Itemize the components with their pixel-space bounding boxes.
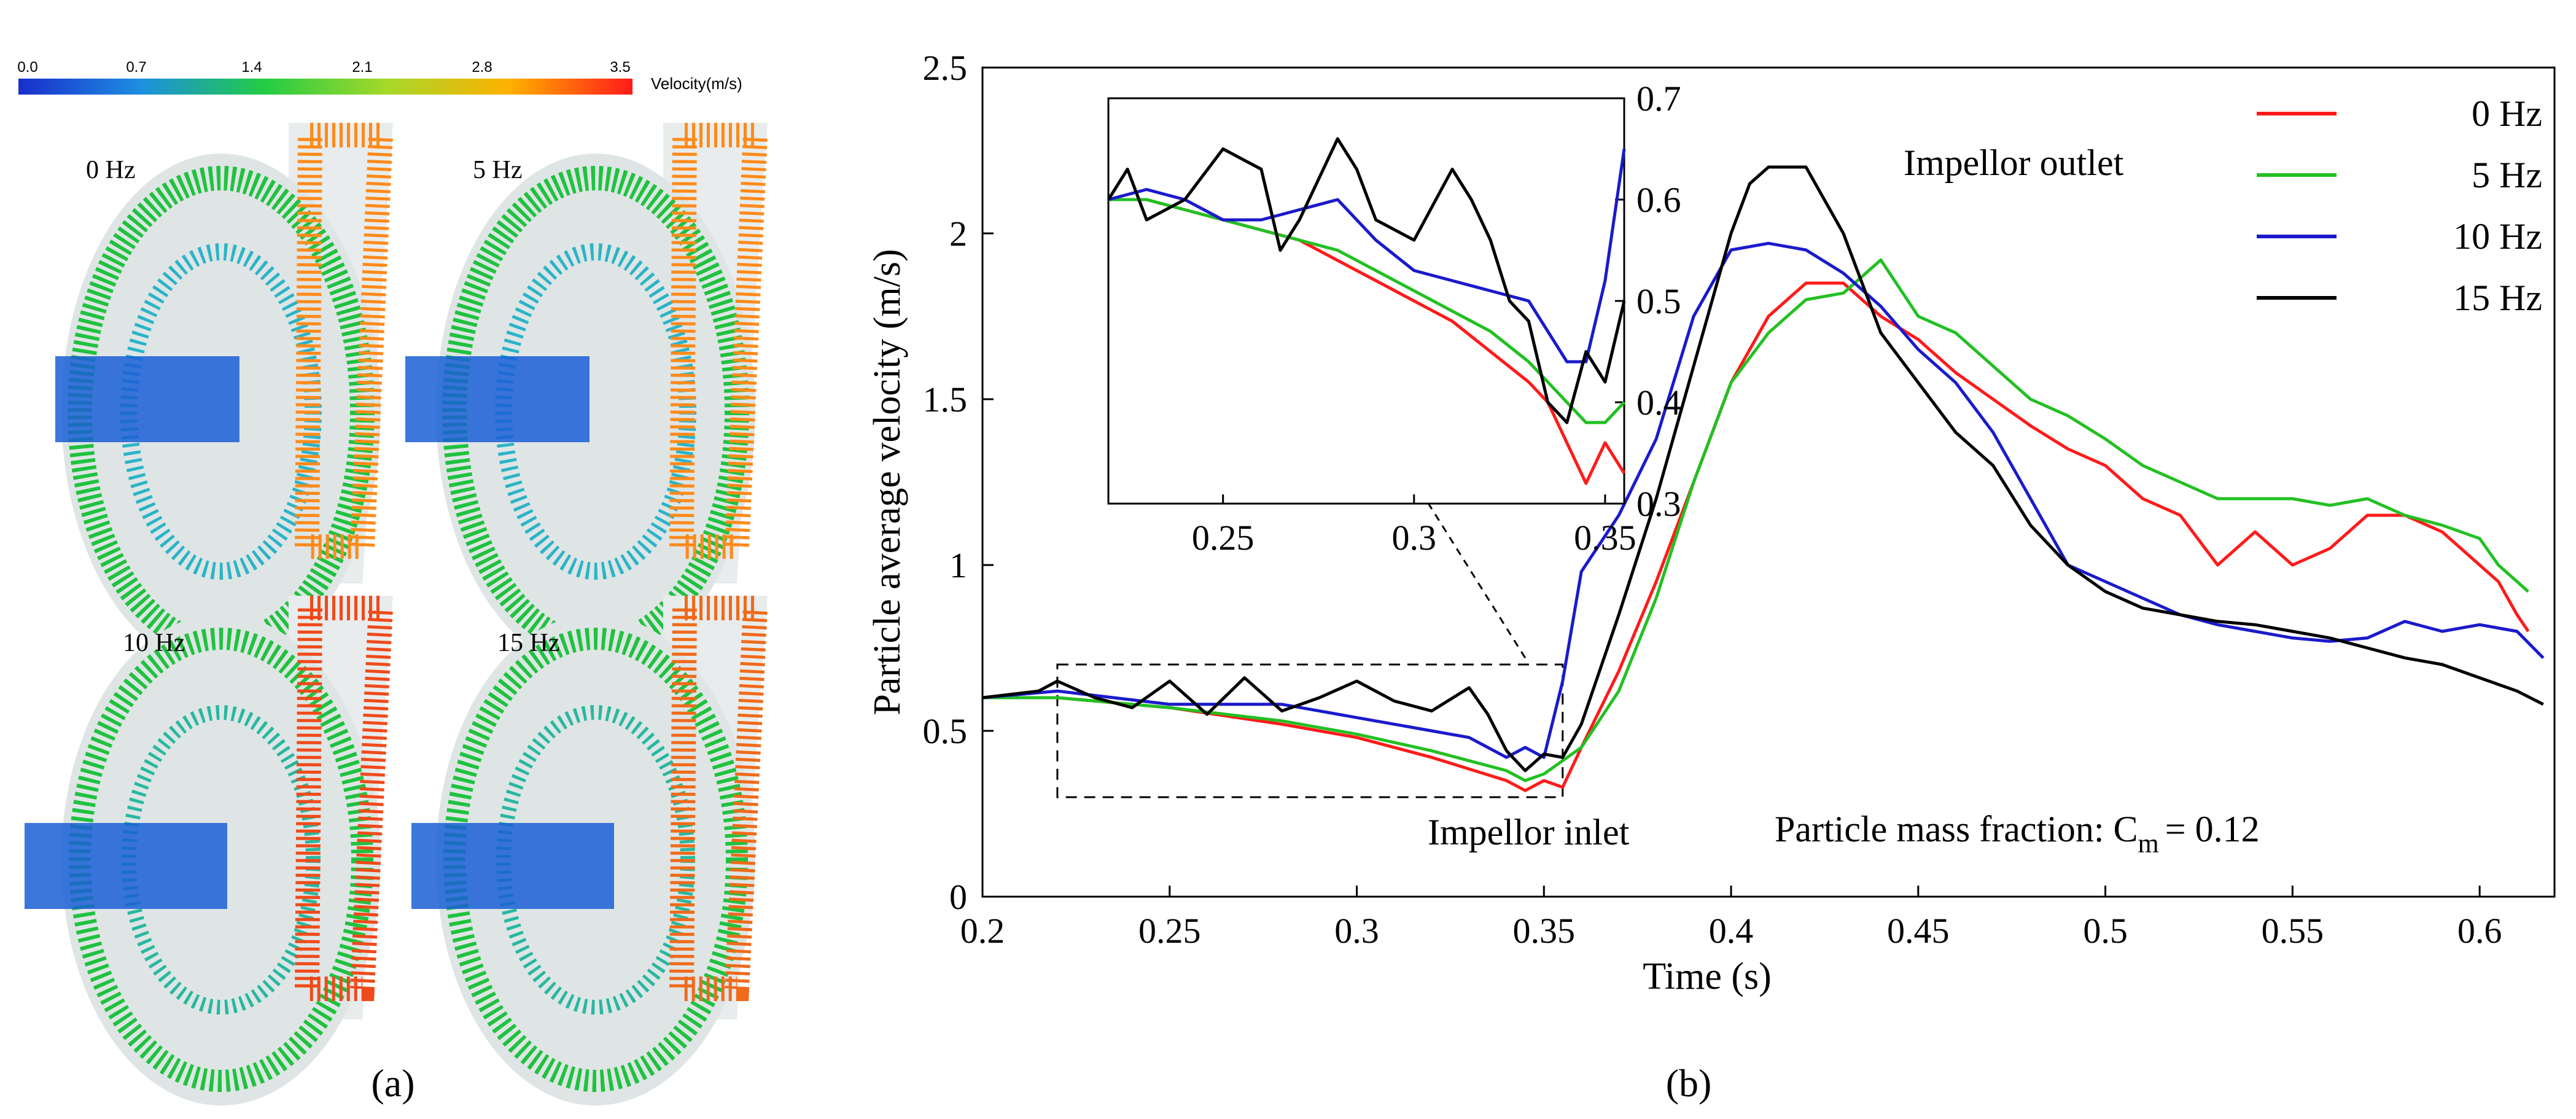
view-label: 10 Hz [123, 629, 185, 657]
view-label: 0 Hz [86, 156, 135, 184]
pump-view-0hz: 0 Hz [55, 123, 394, 669]
inlet-pipe-particles [405, 356, 590, 442]
colorbar-tick-label: 2.1 [352, 59, 372, 76]
colorbar-tick-label: 2.8 [472, 59, 492, 76]
x-tick-label: 0.45 [1887, 911, 1950, 951]
inset-series-line-10hz [1108, 149, 1626, 364]
inset-y-tick-label: 0.7 [1636, 79, 1681, 119]
pump-view-15hz: 15 Hz [411, 596, 768, 1105]
outlet-particles [669, 123, 768, 559]
inset-series-line-15hz [1107, 137, 1626, 424]
outlet-particles [669, 596, 768, 1001]
main-axes: 0.2 0.25 0.3 0.35 0.4 0.45 0.5 0.55 0.600.511.52… [866, 48, 2556, 997]
pump-view-5hz: 5 Hz [405, 123, 768, 669]
main-series [982, 165, 2545, 792]
y-tick-label: 0.5 [923, 711, 968, 751]
legend-label: 0 Hz [2472, 93, 2542, 134]
x-tick-label: 0.3 [1334, 911, 1379, 951]
series-line-15hz [982, 165, 2544, 773]
inlet-pipe-particles [411, 823, 614, 909]
inlet-pipe-particles [25, 823, 227, 909]
inset-chart: 0.25 0.3 0.350.30.40.50.60.7 [1107, 79, 1681, 558]
x-tick-label: 0.25 [1138, 911, 1201, 951]
inset-x-tick-label: 0.35 [1574, 518, 1636, 558]
view-label: 5 Hz [473, 156, 522, 184]
impellor-inlet-label: Impellor inlet [1428, 812, 1630, 852]
velocity-time-chart: 0.2 0.25 0.3 0.35 0.4 0.45 0.5 0.55 0.600.511.52… [866, 48, 2556, 1105]
colorbar-tick-label: 0.7 [126, 59, 146, 76]
annotations: Impellor outlet Impellor inlet Particle … [1428, 142, 2260, 859]
colorbar-tick-label: 0.0 [17, 59, 37, 76]
plot-frame [981, 66, 2556, 898]
outlet-particles [294, 123, 394, 559]
colorbar-gradient [18, 79, 632, 95]
colorbar: 0.0 0.7 1.4 2.1 2.8 3.5 Velocity(m/s) [17, 59, 742, 95]
legend-label: 5 Hz [2472, 155, 2542, 195]
inset-y-tick-label: 0.4 [1636, 383, 1681, 423]
inset-y-tick-label: 0.3 [1636, 484, 1681, 524]
inset-x-tick-label: 0.25 [1192, 518, 1255, 558]
x-axis-label: Time (s) [1643, 956, 1772, 997]
colorbar-title: Velocity(m/s) [651, 74, 742, 93]
y-axis-label: Particle average velocity (m/s) [866, 249, 908, 715]
y-tick-label: 0 [949, 877, 967, 917]
particle-velocity-renderings: 0.0 0.7 1.4 2.1 2.8 3.5 Velocity(m/s) 0 … [17, 59, 768, 1105]
view-label: 15 Hz [497, 629, 559, 657]
inset-x-tick-label: 0.3 [1392, 518, 1437, 558]
x-tick-label: 0.4 [1709, 911, 1754, 951]
x-tick-label: 0.2 [960, 911, 1005, 951]
mass-fraction-label: Particle mass fraction: Cm = 0.12 [1775, 809, 2260, 859]
legend-label: 10 Hz [2453, 216, 2542, 257]
inset-y-tick-label: 0.6 [1636, 180, 1681, 220]
outlet-particles [294, 596, 394, 1001]
x-tick-label: 0.35 [1513, 911, 1576, 951]
volute-casing [436, 154, 755, 669]
pump-view-10hz: 10 Hz [25, 596, 394, 1105]
colorbar-tick-label: 1.4 [241, 59, 262, 76]
caption-a: (a) [371, 1061, 414, 1105]
y-tick-label: 1.5 [923, 380, 968, 419]
panel-b: 0.2 0.25 0.3 0.35 0.4 0.45 0.5 0.55 0.6 0 0.5 1 1.5 2… [798, 0, 2576, 1116]
x-tick-label: 0.55 [2262, 911, 2324, 951]
colorbar-tick-label: 3.5 [610, 59, 630, 76]
mass-fraction-prefix: Particle mass fraction: C [1775, 809, 2138, 849]
caption-b: (b) [1666, 1061, 1712, 1105]
zoom-region-box [1056, 663, 1564, 798]
y-tick-label: 2 [949, 214, 967, 254]
legend-label: 15 Hz [2453, 278, 2542, 318]
legend: 0 Hz 5 Hz 10 Hz 15 Hz [2257, 93, 2542, 318]
impellor-outlet-label: Impellor outlet [1904, 142, 2124, 183]
inlet-pipe-particles [55, 356, 239, 442]
series-line-10hz [982, 241, 2545, 759]
panel-a: 0.0 0.7 1.4 2.1 2.8 3.5 Velocity(m/s) 0 … [0, 0, 792, 1116]
inset-y-tick-label: 0.5 [1636, 281, 1681, 321]
mass-fraction-suffix: = 0.12 [2165, 809, 2260, 849]
y-tick-label: 2.5 [923, 48, 968, 88]
x-tick-label: 0.5 [2083, 911, 2128, 951]
y-tick-label: 1 [949, 545, 967, 585]
mass-fraction-subscript: m [2138, 829, 2159, 859]
inset-series-line-5hz [1108, 198, 1625, 424]
x-tick-label: 0.6 [2457, 911, 2502, 951]
series-line-5hz [983, 258, 2529, 782]
inset-frame [1107, 97, 1625, 505]
